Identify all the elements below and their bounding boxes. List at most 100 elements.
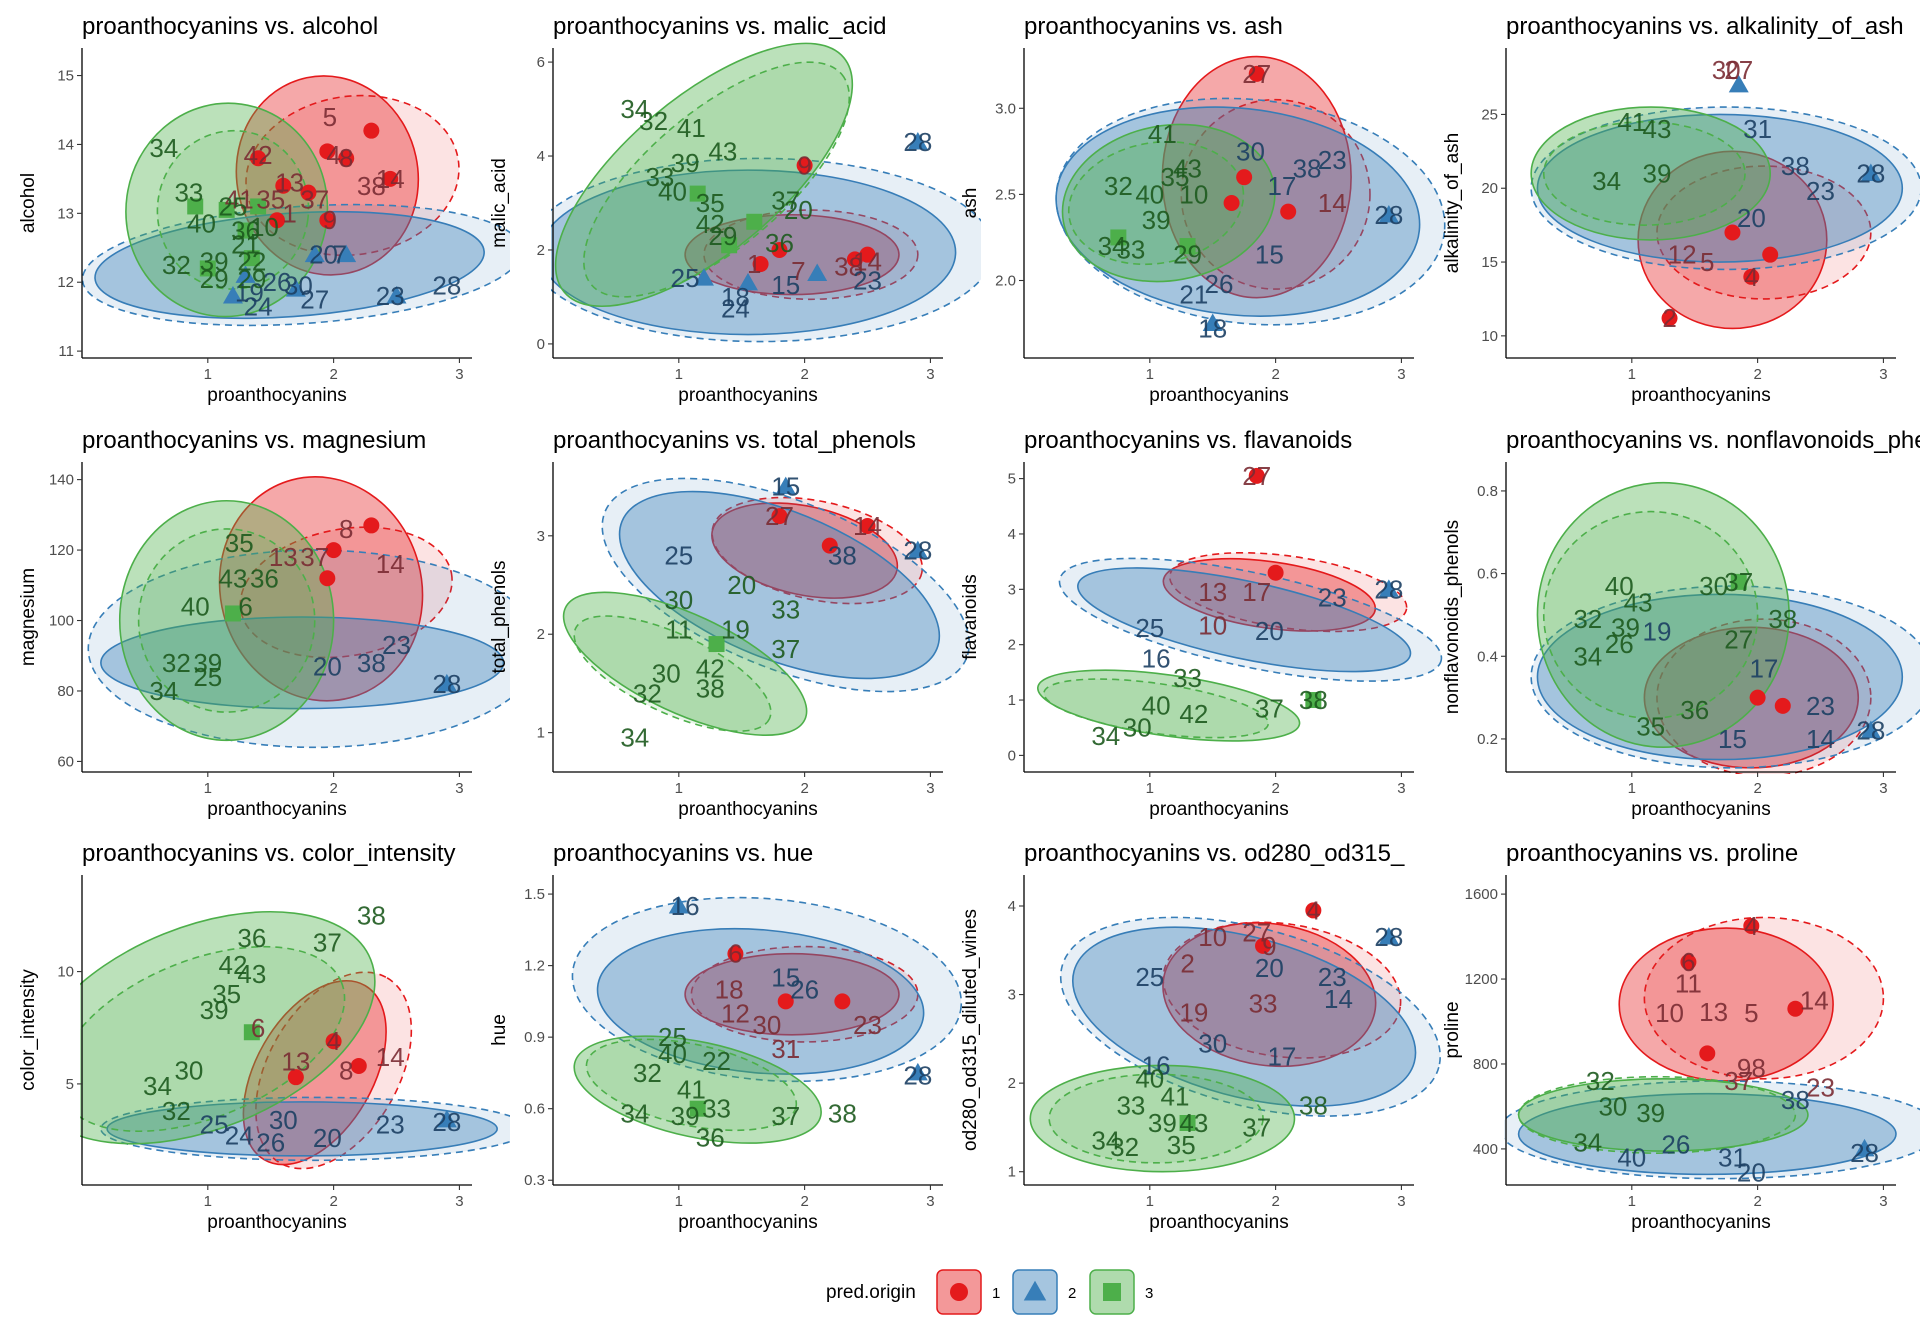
x-tick-label: 2 xyxy=(800,366,808,383)
point-class-1 xyxy=(777,993,794,1010)
point-class-3 xyxy=(243,250,260,267)
point-class-1 xyxy=(1248,65,1265,82)
legend-label: 2 xyxy=(1068,1285,1076,1302)
point-label: 12 xyxy=(721,998,750,1028)
point-label: 34 xyxy=(1091,1126,1120,1156)
point-class-2 xyxy=(907,131,928,150)
point-label: 9 xyxy=(1262,931,1276,961)
point-class-2 xyxy=(775,476,796,495)
y-axis-title: alcohol xyxy=(18,173,39,233)
point-label: 8 xyxy=(339,143,353,173)
point-class-1 xyxy=(771,508,788,525)
point-label: 33 xyxy=(1249,988,1278,1018)
panel-title: proanthocyanins vs. color_intensity xyxy=(82,840,456,867)
point-class-2 xyxy=(1378,205,1399,223)
point-class-1 xyxy=(1255,937,1272,954)
point-label: 14 xyxy=(1800,985,1829,1015)
x-axis-title: proanthocyanins xyxy=(678,1212,817,1233)
x-tick-label: 3 xyxy=(926,780,934,797)
point-label: 20 xyxy=(1737,203,1766,233)
point-label: 2 xyxy=(1662,303,1676,333)
point-class-2 xyxy=(1202,313,1223,332)
point-label: 27 xyxy=(1724,625,1753,655)
point-label: 28 xyxy=(903,536,932,566)
x-tick-label: 3 xyxy=(926,1193,934,1210)
point-label: 15 xyxy=(771,270,800,300)
legend-marker xyxy=(1103,1283,1121,1301)
point-label: 7 xyxy=(333,240,347,270)
x-tick-label: 1 xyxy=(1628,366,1636,383)
point-class-1 xyxy=(287,1069,304,1086)
y-axis-title: flavanoids xyxy=(960,574,981,660)
y-tick-label: 3.0 xyxy=(995,100,1016,117)
y-tick-label: 800 xyxy=(1473,1056,1498,1073)
point-label: 30 xyxy=(269,1105,298,1135)
ellipse-class-2-dashed xyxy=(571,896,963,1083)
point-label: 30 xyxy=(752,1010,781,1040)
point-label: 32 xyxy=(162,250,191,280)
point-label: 9 xyxy=(797,150,811,180)
point-label: 25 xyxy=(193,662,222,692)
point-label: 20 xyxy=(313,1123,342,1153)
point-label: 30 xyxy=(652,659,681,689)
y-axis-title: proline xyxy=(1442,1001,1463,1058)
legend-key-1: 1 xyxy=(936,1269,1000,1315)
point-class-1 xyxy=(1236,169,1253,186)
x-tick-label: 3 xyxy=(1397,1193,1405,1210)
point-label: 17 xyxy=(1267,1042,1296,1072)
point-label: 34 xyxy=(1098,231,1127,261)
point-label: 40 xyxy=(187,209,216,239)
point-label: 41 xyxy=(225,185,254,215)
point-label: 14 xyxy=(1324,984,1353,1014)
point-class-1 xyxy=(269,212,285,229)
point-class-1 xyxy=(319,212,336,229)
x-tick-label: 3 xyxy=(455,366,463,383)
ellipse-class-1-dashed xyxy=(1162,921,1402,1059)
point-label: 10 xyxy=(250,212,279,242)
y-axis-title: nonflavonoids_phenols xyxy=(1442,520,1463,714)
point-class-2 xyxy=(907,540,928,559)
point-label: 34 xyxy=(143,1071,172,1101)
point-label: 23 xyxy=(1318,145,1347,175)
plot-area: 8 35 13 37 14 43 36 40 6 23 32 39 38 20 34 25 28 xyxy=(87,476,510,749)
point-class-3 xyxy=(689,185,706,202)
panel-9: proanthocyanins vs. color_intensity38373… xyxy=(18,840,510,1233)
point-label: 25 xyxy=(1135,613,1164,643)
point-label: 23 xyxy=(1806,691,1835,721)
x-tick-label: 1 xyxy=(204,1193,212,1210)
y-tick-label: 5 xyxy=(1008,471,1016,488)
point-label: 42 xyxy=(696,654,725,684)
legend-key-2: 2 xyxy=(1012,1269,1076,1315)
point-class-3 xyxy=(250,198,267,215)
point-label: 23 xyxy=(1806,1072,1835,1102)
point-label: 36 xyxy=(237,923,266,953)
y-tick-label: 2 xyxy=(537,626,545,643)
point-label: 33 xyxy=(771,595,800,625)
point-label: 13 xyxy=(269,542,298,572)
x-tick-label: 3 xyxy=(455,780,463,797)
x-axis-title: proanthocyanins xyxy=(207,799,346,820)
y-tick-label: 13 xyxy=(57,205,74,222)
ellipse-class-2-dashed xyxy=(1055,97,1446,326)
point-label: 19 xyxy=(721,614,750,644)
point-label: 6 xyxy=(728,939,742,969)
x-axis-title: proanthocyanins xyxy=(1149,385,1288,406)
point-class-1 xyxy=(859,246,876,263)
legend-key-3: 3 xyxy=(1089,1269,1153,1315)
ellipse-class-1 xyxy=(1618,927,1834,1082)
x-tick-label: 3 xyxy=(1879,366,1887,383)
point-label: 16 xyxy=(1142,644,1171,674)
y-tick-label: 5 xyxy=(66,1076,74,1093)
point-label: 31 xyxy=(1743,114,1772,144)
point-class-1 xyxy=(1749,689,1766,706)
point-label: 40 xyxy=(1617,1142,1646,1172)
x-tick-label: 3 xyxy=(1879,1193,1887,1210)
ellipse-class-2-dashed xyxy=(551,157,981,343)
panel-title: proanthocyanins vs. od280_od315_ xyxy=(1024,840,1405,867)
point-label: 43 xyxy=(708,136,737,166)
point-label: 16 xyxy=(1142,1050,1171,1080)
x-axis-title: proanthocyanins xyxy=(207,1212,346,1233)
